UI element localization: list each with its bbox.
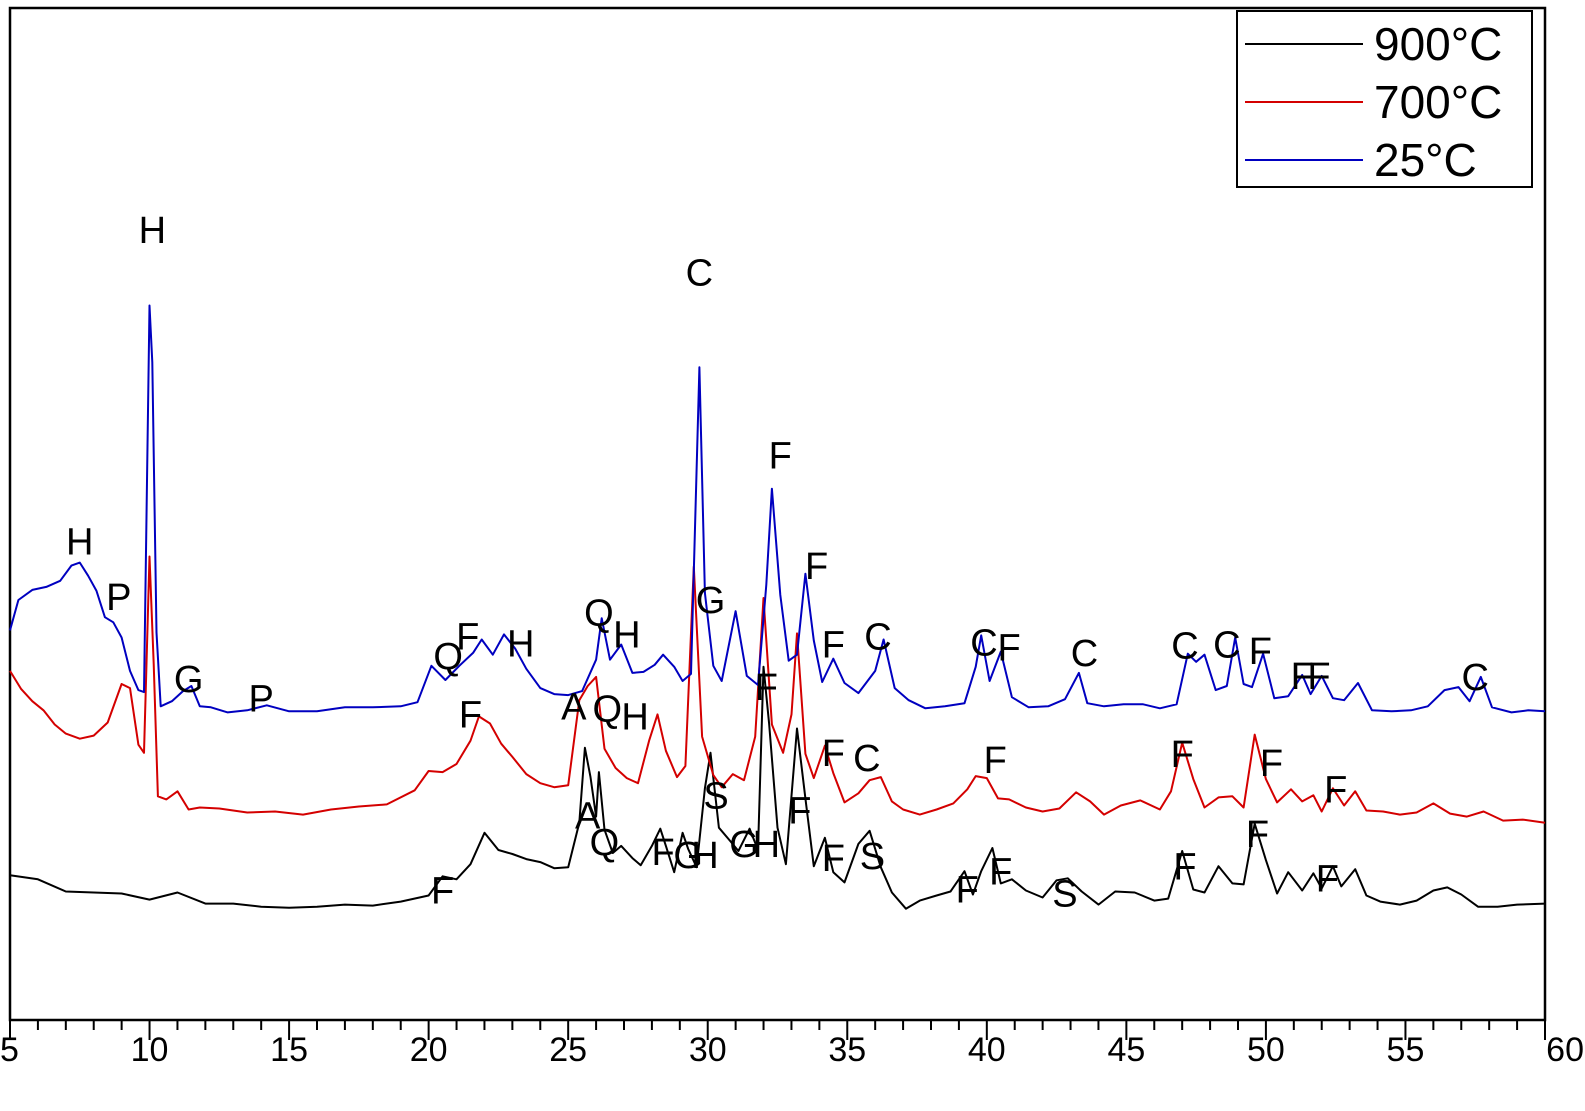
x-tick-label: 20 (410, 1031, 448, 1069)
x-tick-label: 35 (828, 1031, 866, 1069)
peak-label: F (998, 628, 1021, 670)
peak-label: Q (590, 822, 620, 864)
peak-label: F (984, 740, 1007, 782)
peak-label: F (989, 851, 1012, 893)
peak-label: S (703, 775, 728, 817)
legend-label: 700°C (1374, 76, 1502, 128)
legend-box (1236, 10, 1533, 188)
peak-label: F (431, 871, 454, 913)
peak-label: F (1173, 846, 1196, 888)
peak-label: F (788, 791, 811, 833)
peak-label: F (1291, 656, 1314, 698)
peak-label: F (1171, 734, 1194, 776)
x-tick-label: 45 (1107, 1031, 1145, 1069)
peak-label: F (1260, 743, 1283, 785)
peak-label: C (853, 738, 880, 780)
x-tick-label: 60 (1546, 1031, 1584, 1069)
x-tick-label: 55 (1387, 1031, 1425, 1069)
peak-label: G (174, 659, 204, 701)
peak-label: G (673, 835, 703, 877)
peak-label: A (561, 686, 587, 728)
peak-label: G (696, 580, 726, 622)
peak-label: G (729, 824, 759, 866)
peak-label: S (860, 836, 885, 878)
peak-label: F (1307, 656, 1330, 698)
series-line-2 (9, 555, 1546, 824)
plot-frame (8, 6, 1547, 1022)
peak-label: F (459, 695, 482, 737)
peak-label: Q (433, 636, 463, 678)
peak-label: S (1052, 874, 1077, 916)
peak-label: C (1071, 633, 1098, 675)
x-tick-label: 15 (270, 1031, 308, 1069)
peak-label: P (106, 577, 131, 619)
peak-label: C (1462, 657, 1489, 699)
peak-label: H (507, 624, 534, 666)
peak-label: C (1213, 625, 1240, 667)
peak-label: F (1316, 858, 1339, 900)
series-line-1 (9, 665, 1546, 910)
peak-label: F (822, 625, 845, 667)
peak-label: C (864, 617, 891, 659)
legend-label: 25°C (1374, 134, 1477, 186)
x-tick-label: 40 (968, 1031, 1006, 1069)
peak-label: F (956, 870, 979, 912)
peak-label: F (822, 733, 845, 775)
peak-label: H (621, 697, 648, 739)
peak-label: F (769, 435, 792, 477)
peak-label: F (1324, 769, 1347, 811)
peak-label: F (755, 667, 778, 709)
peak-label: C (1171, 626, 1198, 668)
peak-label: H (139, 210, 166, 252)
x-tick-label: 50 (1247, 1031, 1285, 1069)
x-tick-label: 30 (689, 1031, 727, 1069)
series-line-3 (9, 304, 1546, 714)
peak-label: F (822, 838, 845, 880)
peak-label: F (1246, 814, 1269, 856)
peak-label: H (691, 835, 718, 877)
peak-label: A (575, 796, 601, 838)
peak-label: C (686, 252, 713, 294)
peak-label: F (1249, 631, 1272, 673)
peak-label: F (805, 546, 828, 588)
peak-label: Q (584, 592, 614, 634)
series-layer (9, 304, 1546, 910)
peak-label: H (753, 824, 780, 866)
x-tick-label: 25 (549, 1031, 587, 1069)
peak-label: C (970, 623, 997, 665)
x-tick-label: 10 (131, 1031, 169, 1069)
legend-label: 900°C (1374, 18, 1502, 70)
x-tick-label: 5 (0, 1031, 19, 1069)
x-axis: 5 10 15 20 25 30 35 40 45 50 55 60 (0, 1020, 1584, 1069)
legend: 900°C 700°C 25°C (1236, 10, 1533, 188)
peak-label: F (456, 617, 479, 659)
peak-label: F (651, 832, 674, 874)
peak-label: H (613, 615, 640, 657)
peak-label: P (249, 678, 274, 720)
peak-label: H (66, 521, 93, 563)
peak-label: Q (592, 688, 622, 730)
